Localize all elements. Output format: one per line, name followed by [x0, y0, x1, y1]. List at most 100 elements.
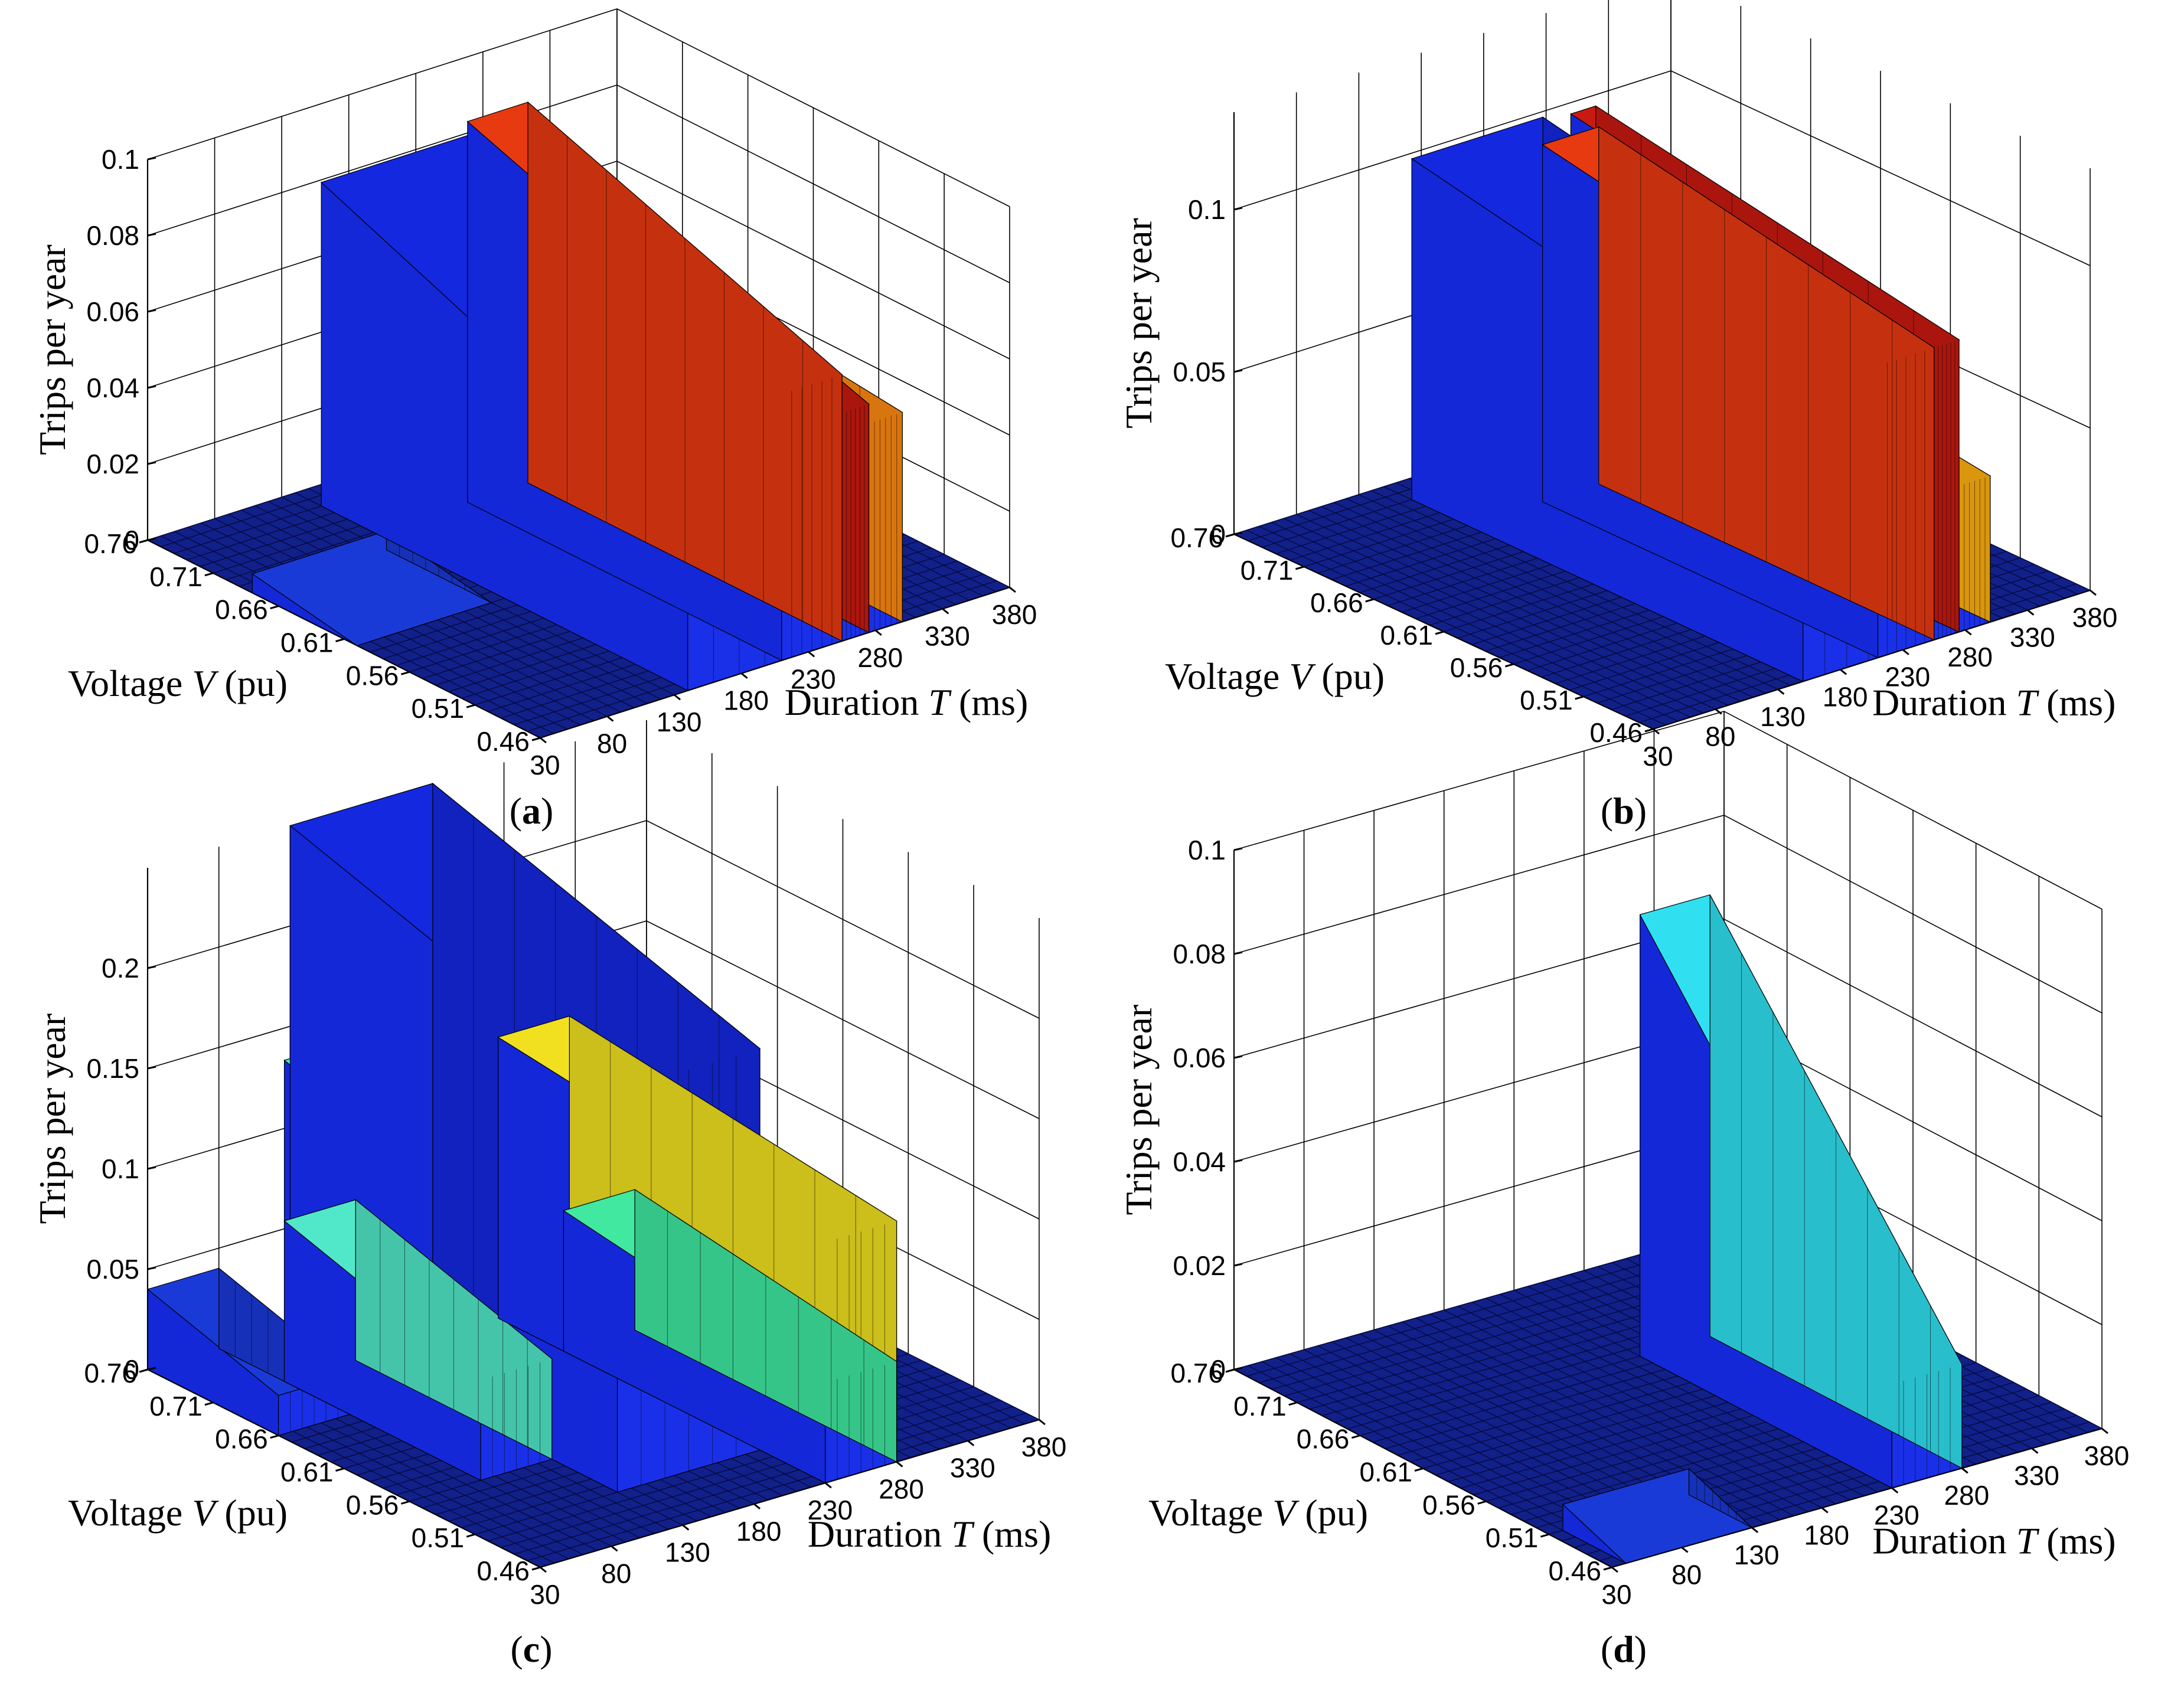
- surface-region: [466, 101, 843, 661]
- v-tick-label: 0.61: [280, 1457, 334, 1488]
- t-tick-label: 330: [2010, 622, 2055, 653]
- t-tick-label: 280: [879, 1473, 924, 1504]
- t-tick-label: 80: [1705, 721, 1735, 751]
- surface-region: [1639, 894, 1963, 1489]
- t-tick-label: 380: [2072, 602, 2118, 633]
- panel-label: (d): [1601, 1628, 1647, 1670]
- z-tick-label: 0.06: [1173, 1043, 1226, 1073]
- v-tick-label: 0.61: [1380, 620, 1433, 651]
- t-tick-label: 30: [530, 750, 560, 780]
- v-tick-label: 0.56: [1422, 1489, 1475, 1520]
- v-tick-label: 0.56: [346, 1489, 399, 1520]
- v-tick-label: 0.66: [1310, 587, 1363, 618]
- v-tick-label: 0.61: [1359, 1457, 1412, 1488]
- t-tick-label: 180: [1823, 681, 1868, 712]
- v-tick-label: 0.76: [1170, 522, 1223, 553]
- v-tick-label: 0.51: [1520, 685, 1573, 715]
- t-tick-label: 230: [1885, 662, 1930, 692]
- v-tick-label: 0.51: [412, 1522, 465, 1553]
- v-tick-label: 0.71: [1233, 1391, 1287, 1421]
- t-tick-label: 280: [1947, 642, 1993, 672]
- z-tick-label: 0.05: [86, 1254, 139, 1285]
- t-tick-label: 230: [807, 1495, 853, 1525]
- z-tick-label: 0.02: [86, 449, 139, 479]
- v-tick-label: 0.46: [1548, 1556, 1601, 1586]
- z-tick-label: 0.02: [1173, 1250, 1226, 1281]
- t-tick-label: 130: [1760, 701, 1806, 732]
- v-tick-label: 0.51: [412, 693, 465, 724]
- v-tick-label: 0.46: [1589, 717, 1643, 748]
- z-tick-label: 0.06: [86, 296, 139, 327]
- v-tick-label: 0.46: [476, 1556, 530, 1586]
- t-axis-title: Duration T (ms): [785, 681, 1028, 723]
- t-axis-title: Duration T (ms): [1872, 1520, 2116, 1562]
- t-tick-label: 330: [2014, 1460, 2059, 1491]
- z-tick-label: 0.1: [102, 1153, 139, 1184]
- panel-label: (a): [510, 790, 554, 832]
- v-tick-label: 0.76: [84, 1358, 137, 1388]
- z-axis-title: Trips per year: [31, 1014, 73, 1224]
- panel-label: (c): [510, 1628, 552, 1670]
- z-tick-label: 0.1: [1188, 835, 1226, 865]
- t-tick-label: 80: [601, 1558, 631, 1589]
- surface-region: [283, 1199, 553, 1481]
- v-axis-title: Voltage V (pu): [1165, 655, 1385, 697]
- v-tick-label: 0.56: [1450, 652, 1503, 683]
- t-tick-label: 80: [597, 728, 627, 759]
- v-tick-label: 0.66: [215, 1424, 268, 1455]
- z-tick-label: 0: [124, 1354, 139, 1385]
- t-tick-label: 280: [857, 642, 903, 673]
- v-axis-title: Voltage V (pu): [68, 662, 288, 704]
- v-tick-label: 0.56: [346, 660, 399, 691]
- z-axis-title: Trips per year: [1118, 218, 1160, 429]
- v-tick-label: 0.66: [1297, 1424, 1350, 1455]
- v-tick-label: 0.46: [476, 726, 530, 757]
- t-tick-label: 230: [791, 664, 836, 694]
- surface-region: [563, 1188, 897, 1484]
- v-tick-label: 0.76: [1170, 1358, 1223, 1388]
- z-tick-label: 0.1: [1188, 194, 1226, 225]
- t-tick-label: 180: [723, 685, 769, 716]
- z-tick-label: 0.15: [86, 1053, 139, 1084]
- t-tick-label: 130: [665, 1537, 710, 1568]
- surface-regions: [146, 782, 898, 1493]
- t-axis-title: Duration T (ms): [808, 1513, 1051, 1555]
- t-tick-label: 330: [950, 1453, 995, 1483]
- t-tick-label: 30: [530, 1579, 560, 1610]
- t-tick-label: 330: [925, 620, 970, 651]
- z-tick-label: 0.05: [1173, 357, 1226, 387]
- z-tick-label: 0: [124, 525, 139, 555]
- t-axis-title: Duration T (ms): [1872, 682, 2116, 724]
- v-tick-label: 0.61: [280, 628, 334, 658]
- z-tick-label: 0.08: [86, 220, 139, 251]
- panel-label: (b): [1601, 790, 1647, 832]
- t-tick-label: 130: [657, 707, 702, 737]
- v-axis-title: Voltage V (pu): [68, 1492, 288, 1534]
- t-tick-label: 30: [1601, 1579, 1631, 1610]
- t-tick-label: 380: [2084, 1440, 2130, 1471]
- v-tick-label: 0.51: [1486, 1522, 1539, 1553]
- panel-d: 30 80 130 180 230 280 330 380 0.76 0.71 0.66 0.61 0.…: [1118, 711, 2129, 1670]
- surface-regions: [1562, 894, 1963, 1564]
- t-tick-label: 180: [736, 1516, 782, 1547]
- panel-c: 30 80 130 180 230 280 330 380 0.76 0.71 0.66 0.61 0.…: [31, 720, 1066, 1670]
- panel-b: 30 80 130 180 230 280 330 380 0.76 0.71 0.66 0.61 0.…: [1118, 0, 2117, 832]
- z-tick-label: 0.2: [102, 953, 139, 983]
- z-tick-label: 0.04: [1173, 1146, 1226, 1177]
- t-tick-label: 180: [1804, 1519, 1849, 1550]
- surface-regions: [1411, 105, 1992, 682]
- t-tick-label: 130: [1734, 1540, 1780, 1570]
- surface-regions: [251, 101, 903, 691]
- t-tick-label: 80: [1672, 1559, 1702, 1590]
- z-tick-label: 0: [1210, 1354, 1226, 1385]
- surface-region: [1542, 126, 1935, 659]
- z-axis-title: Trips per year: [31, 244, 73, 455]
- v-tick-label: 0.71: [149, 1391, 203, 1421]
- z-tick-label: 0: [1210, 519, 1226, 550]
- v-tick-label: 0.66: [215, 594, 268, 625]
- t-tick-label: 380: [1021, 1432, 1067, 1462]
- t-tick-label: 30: [1643, 741, 1673, 772]
- v-tick-label: 0.76: [84, 528, 137, 559]
- z-axis-title: Trips per year: [1118, 1005, 1160, 1215]
